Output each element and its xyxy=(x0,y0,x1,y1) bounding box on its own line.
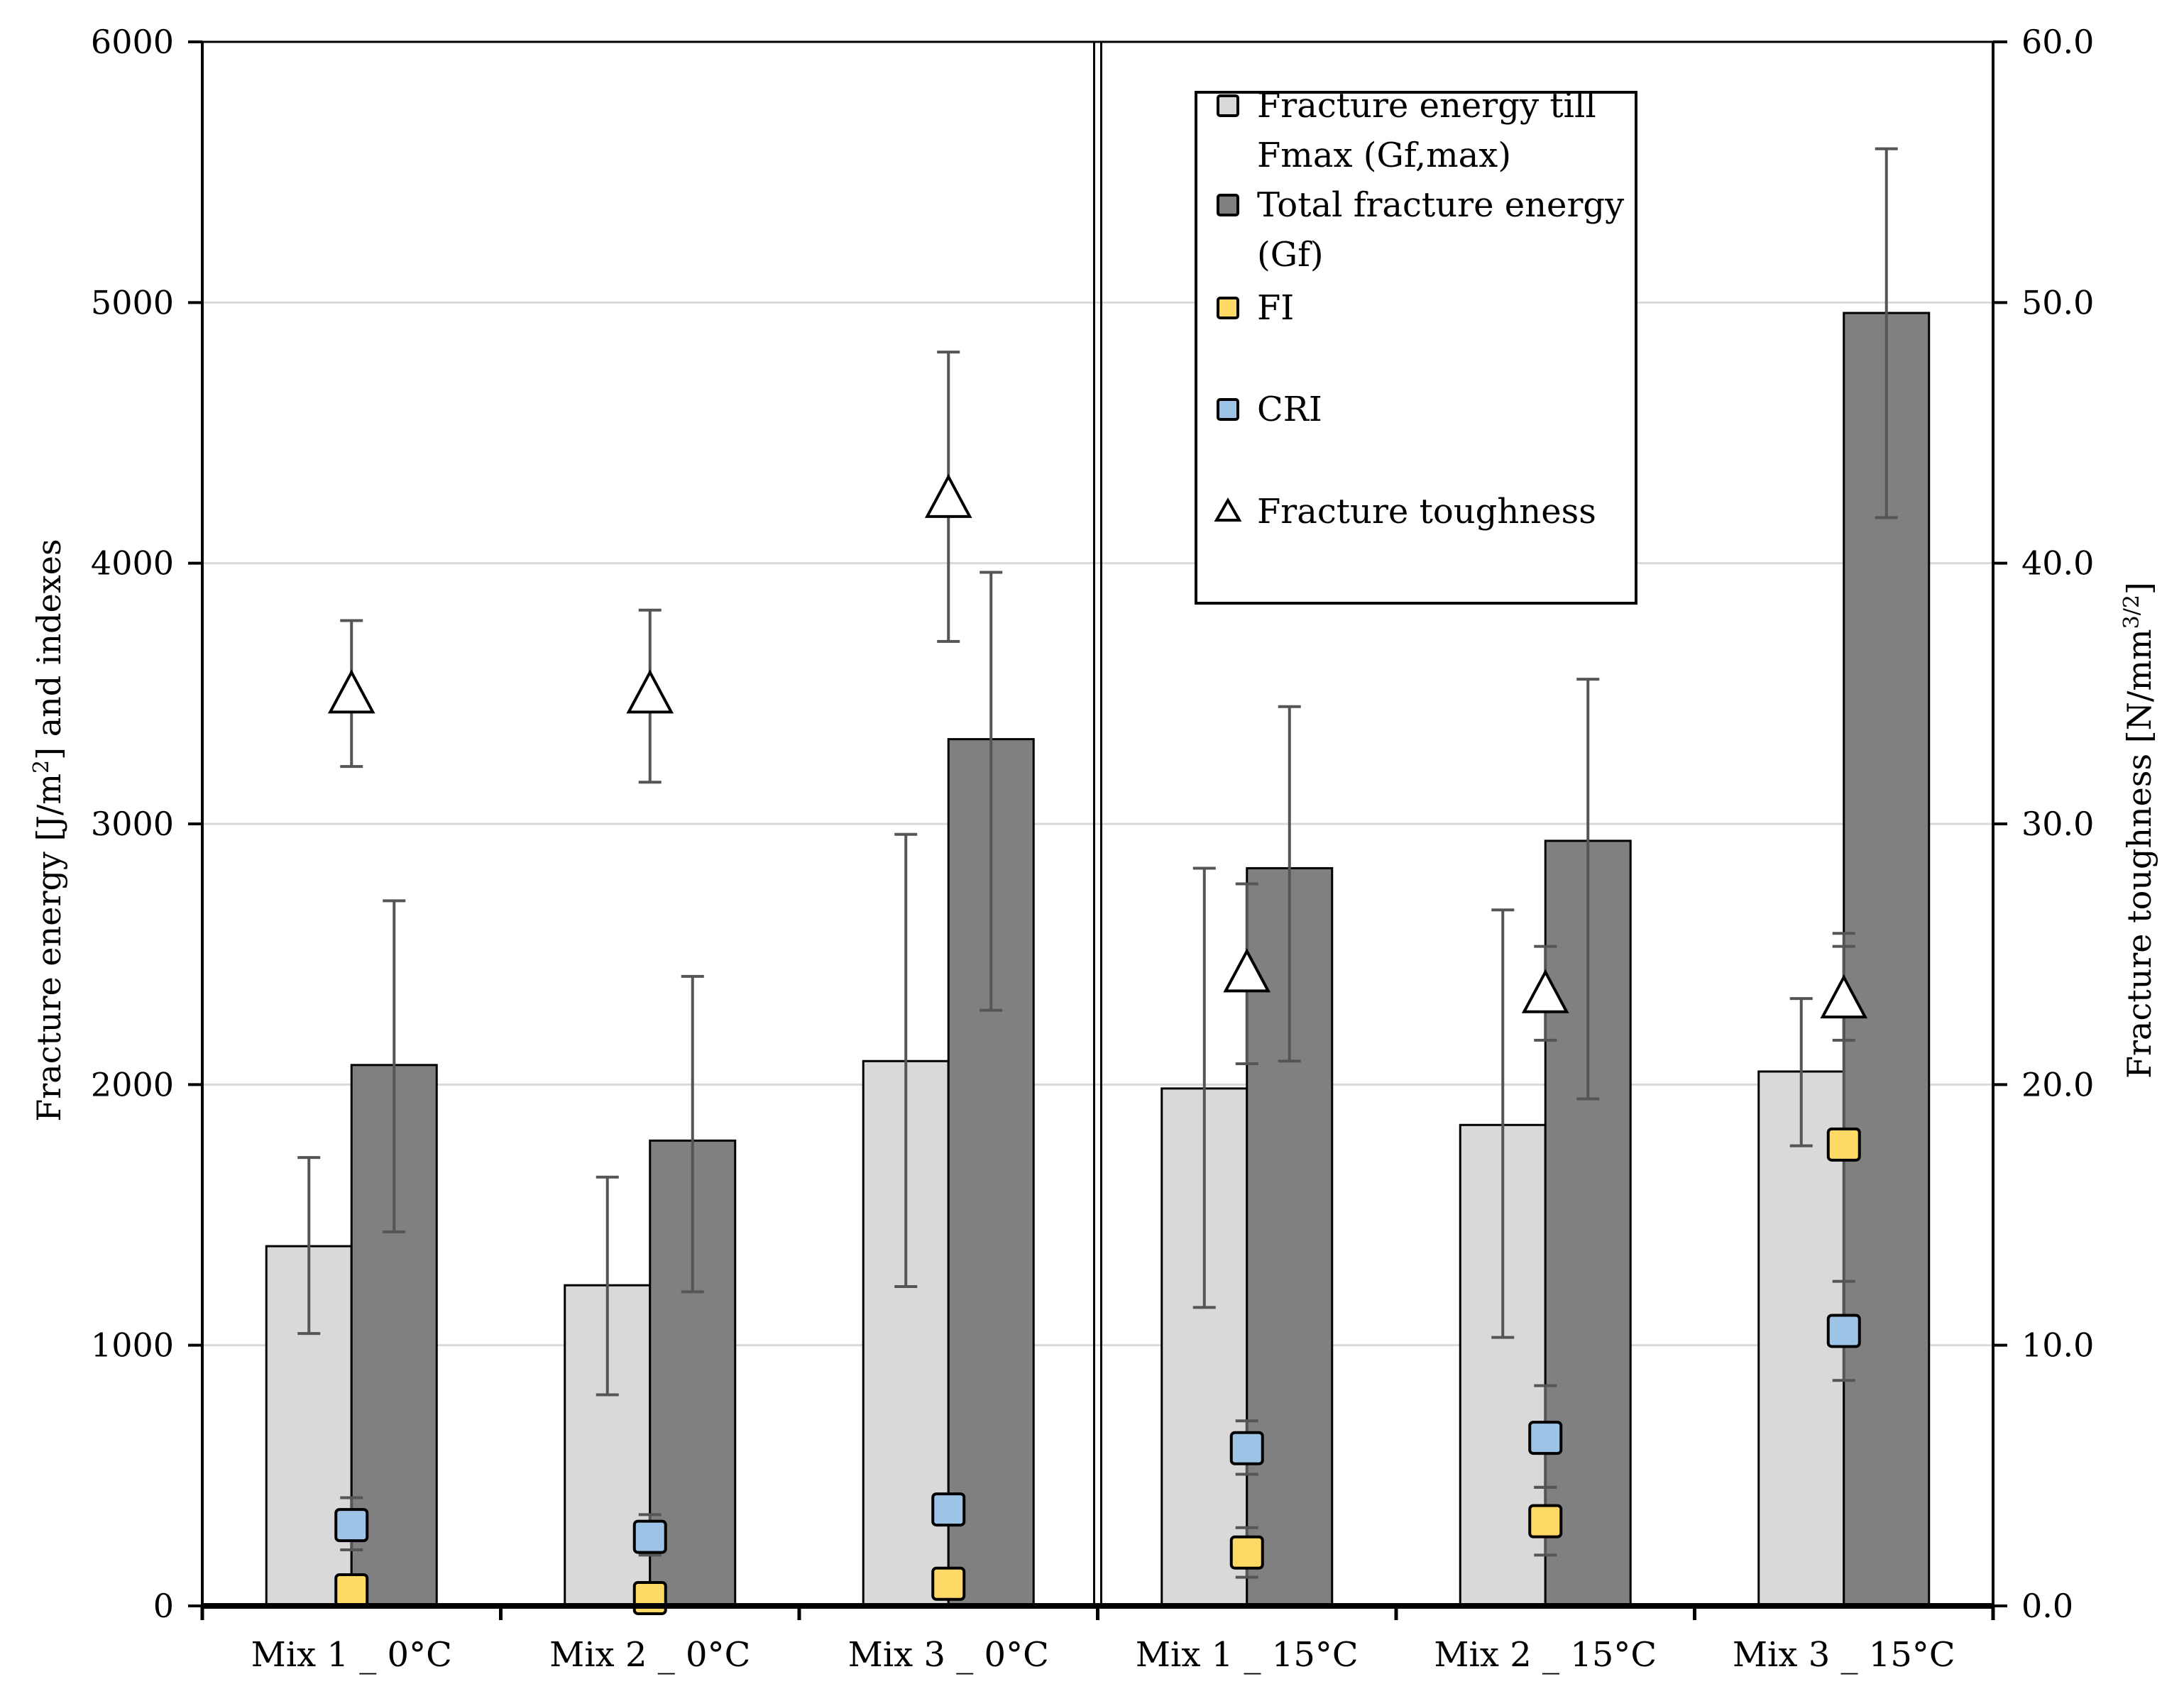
left-tick-label-0: 0 xyxy=(153,1587,174,1625)
errbar-gf-3 xyxy=(1278,705,1301,1063)
left-tick-label-2: 2000 xyxy=(91,1065,174,1103)
errbar-gf-4 xyxy=(1576,678,1600,1101)
marker-fracture-toughness-3 xyxy=(1223,948,1271,993)
marker-fracture-toughness-0 xyxy=(327,669,375,714)
legend-label-4-0: Fracture toughness xyxy=(1257,492,1596,532)
legend-entry-3: CRI xyxy=(1217,390,1322,429)
legend-entry-1: Total fracture energy (Gf) xyxy=(1217,185,1624,275)
legend-box xyxy=(1195,91,1637,605)
legend-label-1-1: (Gf) xyxy=(1257,235,1324,275)
axes: Mix 1 _ 0°C Mix 2 _ 0°C Mix 3 _ 0°C Mix 1 _… xyxy=(91,23,2095,1675)
marker-fi-4 xyxy=(1528,1504,1563,1538)
right-tick-label-4: 40.0 xyxy=(2021,544,2094,583)
category-label-2: Mix 3 _ 0°C xyxy=(848,1635,1049,1675)
legend-marker-4 xyxy=(1214,497,1242,522)
legend-label-0-0: Fracture energy till xyxy=(1257,86,1596,126)
legend-label-3-0: CRI xyxy=(1257,390,1322,429)
legend-marker-2 xyxy=(1217,297,1239,319)
left-tick-label-3: 3000 xyxy=(91,805,174,843)
legend-label-0-1: Fmax (Gf,max) xyxy=(1257,136,1511,175)
left-axis-title: Fracture energy [J/m2] and indexes xyxy=(29,539,69,1121)
legend-entry-2: FI xyxy=(1217,288,1294,328)
right-tick-label-5: 50.0 xyxy=(2021,283,2094,321)
marker-fi-3 xyxy=(1229,1535,1264,1570)
left-tick-label-6: 6000 xyxy=(91,23,174,61)
marker-fracture-toughness-5 xyxy=(1820,974,1868,1019)
errbar-gf-0 xyxy=(383,899,406,1233)
legend-label-1-0: Total fracture energy xyxy=(1257,185,1624,225)
errbar-gf-2 xyxy=(979,571,1003,1012)
marker-cri-3 xyxy=(1229,1431,1264,1465)
marker-fi-5 xyxy=(1826,1127,1861,1162)
legend: Fracture energy till Fmax (Gf,max) Total f… xyxy=(1195,86,1637,605)
legend-marker-3 xyxy=(1217,398,1239,421)
right-axis-title: Fracture toughness [N/mm3/2] xyxy=(2119,582,2159,1079)
marker-cri-0 xyxy=(334,1508,369,1543)
marker-cri-4 xyxy=(1528,1421,1563,1455)
legend-entry-4: Fracture toughness xyxy=(1214,492,1596,532)
errbar-gfmax-0 xyxy=(297,1156,321,1336)
right-tick-label-3: 30.0 xyxy=(2021,805,2094,843)
marker-fracture-toughness-4 xyxy=(1521,969,1569,1013)
legend-entry-0: Fracture energy till Fmax (Gf,max) xyxy=(1217,86,1596,175)
errbar-gfmax-3 xyxy=(1192,866,1216,1309)
gridlines xyxy=(202,40,1993,1347)
legend-marker-1 xyxy=(1217,194,1239,216)
errbar-gfmax-2 xyxy=(894,832,918,1289)
legend-marker-0 xyxy=(1217,94,1239,117)
marker-fi-0 xyxy=(334,1573,369,1607)
errbar-gfmax-4 xyxy=(1491,908,1515,1339)
left-tick-label-5: 5000 xyxy=(91,283,174,321)
category-label-0: Mix 1 _ 0°C xyxy=(251,1635,452,1675)
left-tick-label-4: 4000 xyxy=(91,544,174,583)
category-label-5: Mix 3 _ 15°C xyxy=(1733,1635,1955,1675)
right-tick-label-2: 20.0 xyxy=(2021,1065,2094,1103)
error-bars xyxy=(297,147,1898,1604)
errbar-gfmax-5 xyxy=(1789,997,1813,1147)
marker-cri-5 xyxy=(1826,1314,1861,1348)
bar-gf-5 xyxy=(1843,312,1931,1607)
marker-fracture-toughness-2 xyxy=(924,473,972,518)
bars xyxy=(265,312,1931,1607)
right-tick-label-0: 0.0 xyxy=(2021,1587,2073,1625)
marker-cri-1 xyxy=(632,1519,667,1554)
marker-fi-2 xyxy=(931,1566,966,1601)
errbar-gf-1 xyxy=(681,974,704,1294)
errbar-gf-5 xyxy=(1875,147,1898,519)
category-label-3: Mix 1 _ 15°C xyxy=(1136,1635,1359,1675)
category-label-1: Mix 2 _ 0°C xyxy=(549,1635,750,1675)
marker-cri-2 xyxy=(931,1492,966,1527)
marker-fi-1 xyxy=(632,1580,667,1615)
left-tick-label-1: 1000 xyxy=(91,1326,174,1365)
right-tick-label-6: 60.0 xyxy=(2021,23,2094,61)
legend-label-2-0: FI xyxy=(1257,288,1294,328)
markers xyxy=(327,473,1868,1615)
category-label-4: Mix 2 _ 15°C xyxy=(1434,1635,1657,1675)
right-tick-label-1: 10.0 xyxy=(2021,1326,2094,1365)
errbar-gfmax-1 xyxy=(596,1175,619,1397)
marker-fracture-toughness-1 xyxy=(626,669,674,714)
